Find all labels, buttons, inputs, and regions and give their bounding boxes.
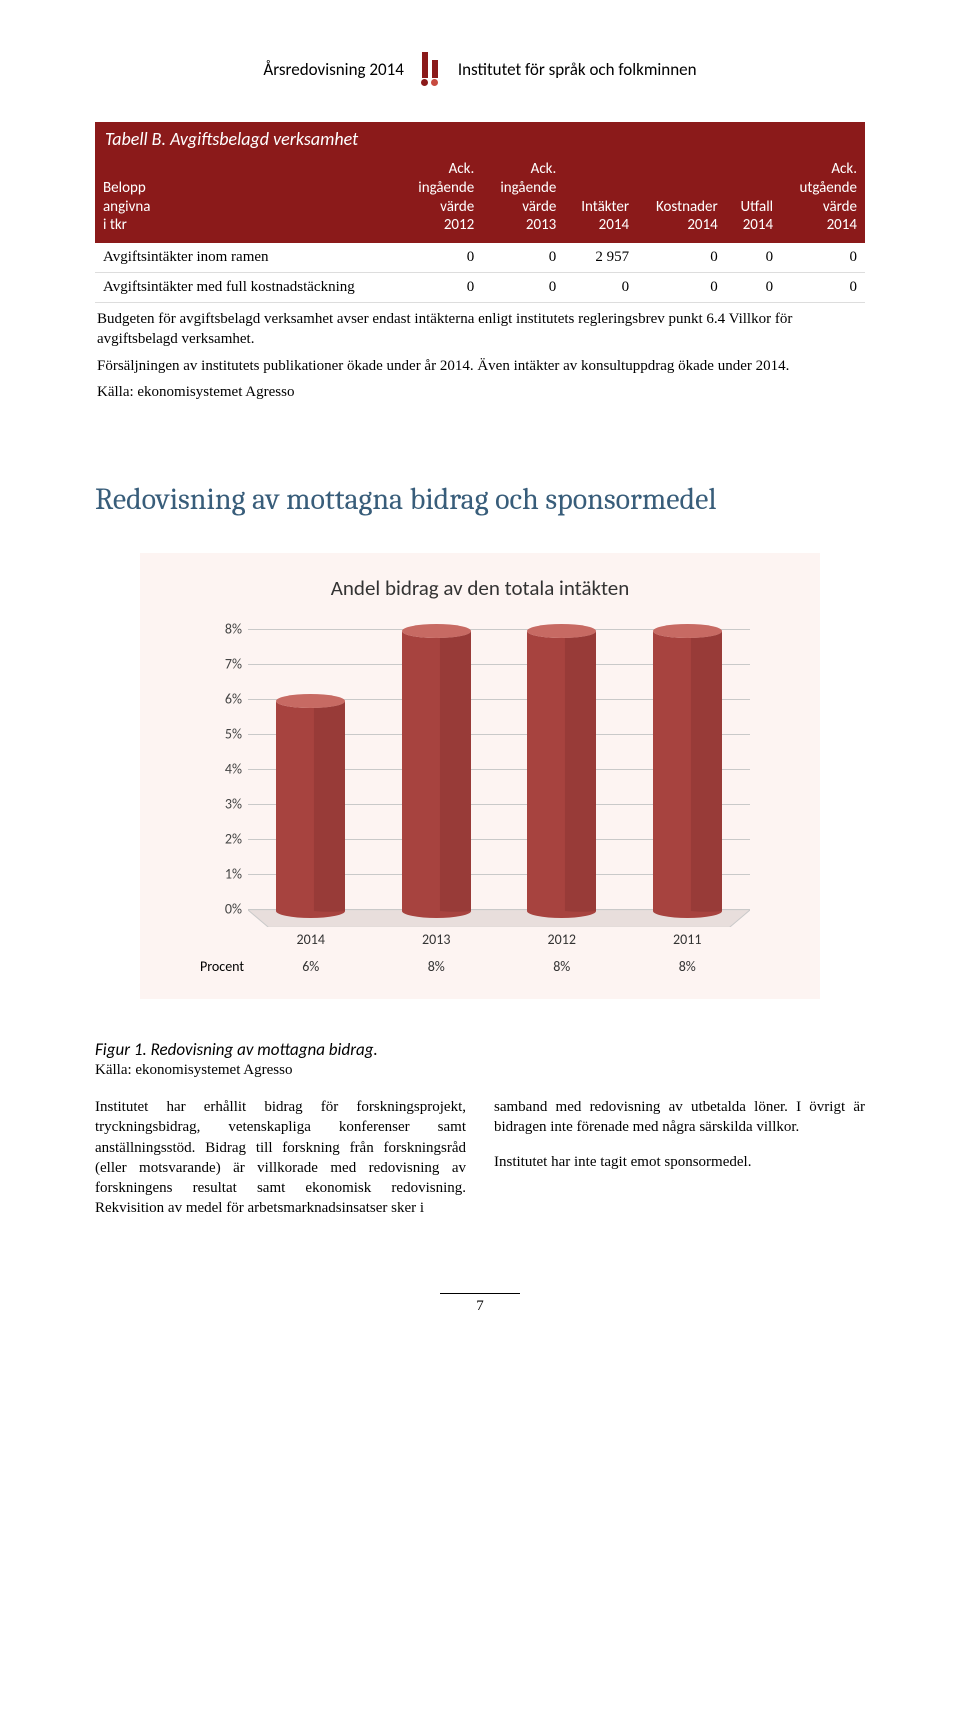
header-left: Årsredovisning 2014 [263,59,403,86]
chart-x-category: 2013 [374,927,500,952]
chart-ytick: 0% [202,901,242,918]
chart-bar [653,624,722,918]
table-cell: 0 [637,273,726,303]
chart-ytick: 5% [202,726,242,743]
chart-x-category: 2012 [499,927,625,952]
table-col-header: Kostnader2014 [637,156,726,243]
table-header-row: Beloppangivnai tkrAck.ingåendevärde2012A… [95,156,865,243]
chart-x-category: 2011 [625,927,751,952]
chart-value-row: Procent 6%8%8%8% [200,954,760,979]
table-cell: 0 [482,243,564,273]
table-cell: 0 [400,243,482,273]
table-cell: 0 [564,273,637,303]
table-cell: 0 [482,273,564,303]
table-cell: 0 [781,243,865,273]
table-col-header: Ack.ingåendevärde2013 [482,156,564,243]
chart-ytick: 7% [202,656,242,673]
body-col-left: Institutet har erhållit bidrag för forsk… [95,1097,466,1233]
chart-container: Andel bidrag av den totala intäkten 0%1%… [140,553,820,999]
chart-x-value: 8% [374,954,500,979]
chart-ytick: 1% [202,866,242,883]
body-columns: Institutet har erhållit bidrag för forsk… [95,1097,865,1233]
page-number: 7 [440,1293,520,1315]
chart-x-values: 6%8%8%8% [248,954,750,979]
body-left-p1: Institutet har erhållit bidrag för forsk… [95,1097,466,1219]
header-right: Institutet för språk och folkminnen [458,59,697,86]
table-note: Budgeten för avgiftsbelagd verksamhet av… [97,309,863,350]
chart-bar [527,624,596,918]
chart-ytick: 6% [202,691,242,708]
table-cell: 2 957 [564,243,637,273]
figure-source: Källa: ekonomisystemet Agresso [95,1062,865,1079]
table-notes: Budgeten för avgiftsbelagd verksamhet av… [95,309,865,402]
chart-bar [402,624,471,918]
table-cell: 0 [637,243,726,273]
table-col-header: Ack.utgåendevärde2014 [781,156,865,243]
page-header: Årsredovisning 2014 Institutet för språk… [95,50,865,86]
table-cell: 0 [400,273,482,303]
table-cell: Avgiftsintäkter med full kostnadstäcknin… [95,273,400,303]
table-col-header: Beloppangivnai tkr [95,156,400,243]
section-heading: Redovisning av mottagna bidrag och spons… [95,482,865,517]
chart-ytick: 8% [202,621,242,638]
chart-x-category: 2014 [248,927,374,952]
table-cell: 0 [781,273,865,303]
chart-ytick: 3% [202,796,242,813]
chart-title: Andel bidrag av den totala intäkten [200,575,760,601]
table-note: Källa: ekonomisystemet Agresso [97,382,863,402]
chart-x-value: 6% [248,954,374,979]
table-col-header: Ack.ingåendevärde2012 [400,156,482,243]
chart-x-value: 8% [625,954,751,979]
body-right-p2: Institutet har inte tagit emot sponsorme… [494,1152,865,1172]
table-b: Tabell B. Avgiftsbelagd verksamhet Belop… [95,122,865,402]
body-right-p1: samband med redovisning av utbetalda lön… [494,1097,865,1138]
table-body: Avgiftsintäkter inom ramen002 957000Avgi… [95,243,865,303]
chart-x-value: 8% [499,954,625,979]
logo-icon [418,50,444,86]
chart-bar [276,694,345,918]
table-row: Avgiftsintäkter med full kostnadstäcknin… [95,273,865,303]
table-col-header: Intäkter2014 [564,156,637,243]
chart-x-categories: 2014201320122011 [248,927,750,952]
table-cell: Avgiftsintäkter inom ramen [95,243,400,273]
table-row: Avgiftsintäkter inom ramen002 957000 [95,243,865,273]
body-col-right: samband med redovisning av utbetalda lön… [494,1097,865,1233]
figure-caption: Figur 1. Redovisning av mottagna bidrag. [95,1039,865,1060]
table-note: Försäljningen av institutets publikation… [97,356,863,376]
table-col-header: Utfall2014 [726,156,781,243]
table-title: Tabell B. Avgiftsbelagd verksamhet [95,122,865,156]
table-cell: 0 [726,243,781,273]
chart-row-label: Procent [200,958,252,975]
chart-ytick: 4% [202,761,242,778]
chart-plot-area: 0%1%2%3%4%5%6%7%8% [248,629,750,927]
table-cell: 0 [726,273,781,303]
chart-ytick: 2% [202,831,242,848]
